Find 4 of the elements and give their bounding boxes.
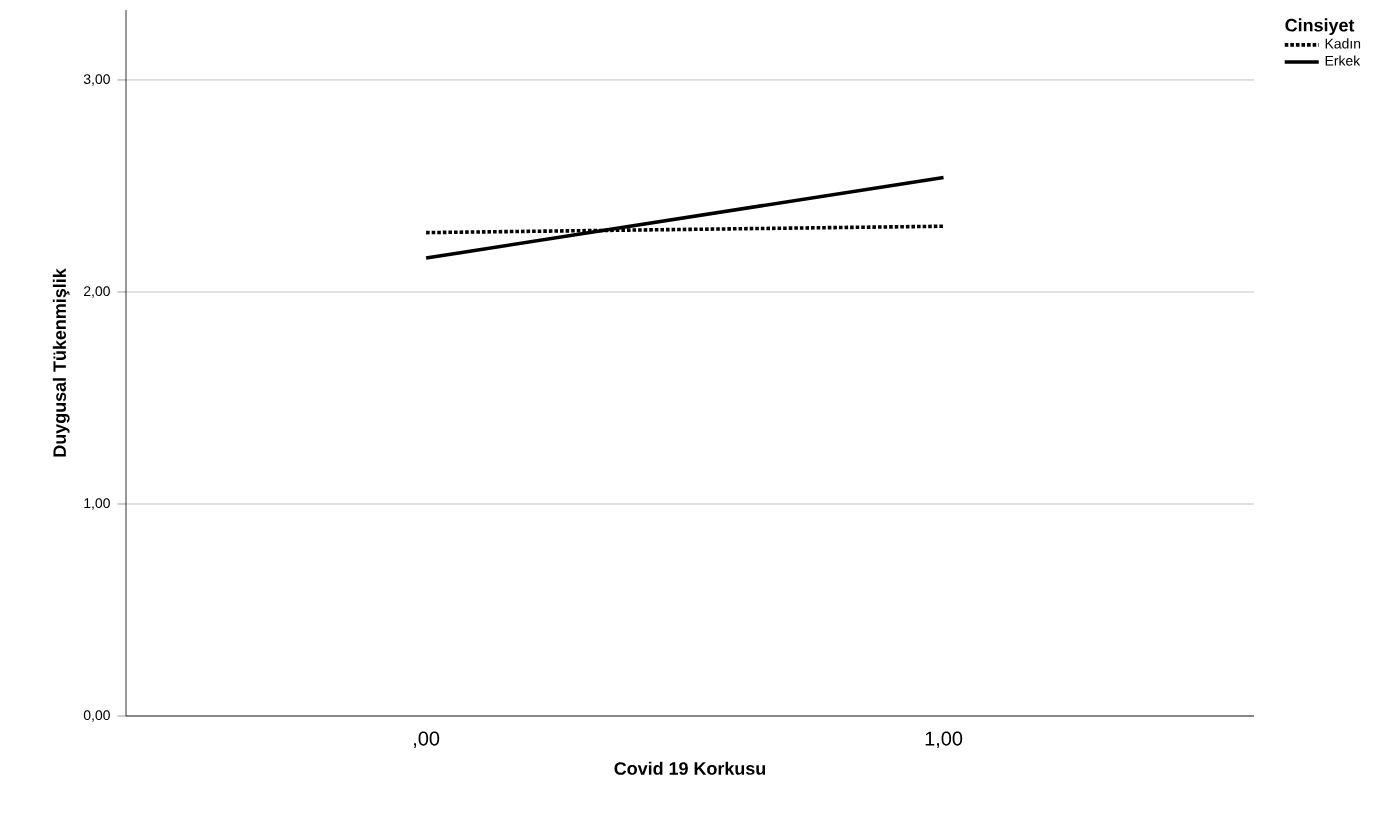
x-tick-label: ,00 — [414, 731, 440, 749]
y-axis-title: Duygusal Tükenmişlik — [52, 268, 70, 457]
legend-title: Cinsiyet — [1285, 18, 1355, 36]
x-axis-title: Covid 19 Korkusu — [614, 761, 766, 775]
